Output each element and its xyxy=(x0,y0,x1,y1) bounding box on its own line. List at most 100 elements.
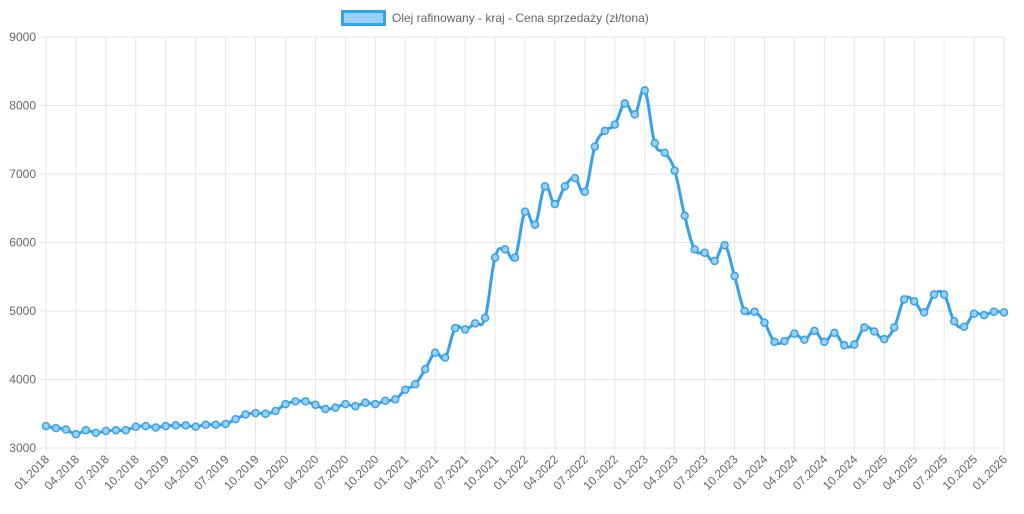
data-point[interactable] xyxy=(999,308,1009,317)
data-point[interactable] xyxy=(750,307,759,316)
data-point[interactable] xyxy=(410,380,420,389)
data-point[interactable] xyxy=(121,425,131,435)
data-point[interactable] xyxy=(660,148,669,158)
data-point[interactable] xyxy=(490,253,500,262)
data-point[interactable] xyxy=(161,421,170,431)
data-point[interactable] xyxy=(949,317,959,326)
data-point[interactable] xyxy=(151,423,161,432)
data-point[interactable] xyxy=(580,187,590,197)
data-point[interactable] xyxy=(191,422,200,432)
data-point[interactable] xyxy=(680,211,689,221)
data-point[interactable] xyxy=(480,313,490,323)
data-point[interactable] xyxy=(640,86,649,95)
data-point[interactable] xyxy=(899,295,909,304)
data-point[interactable] xyxy=(420,364,430,374)
data-point[interactable] xyxy=(131,422,141,432)
data-point[interactable] xyxy=(540,182,550,191)
data-point[interactable] xyxy=(381,396,390,405)
legend-swatch[interactable] xyxy=(341,10,386,26)
data-point[interactable] xyxy=(989,307,999,316)
data-point[interactable] xyxy=(331,403,340,412)
data-point[interactable] xyxy=(670,166,679,175)
data-point[interactable] xyxy=(211,420,220,429)
data-point[interactable] xyxy=(81,425,91,435)
data-point[interactable] xyxy=(181,421,190,430)
data-point[interactable] xyxy=(880,334,889,344)
data-point[interactable] xyxy=(51,423,61,433)
data-point[interactable] xyxy=(171,421,180,430)
data-point[interactable] xyxy=(251,408,260,418)
data-point[interactable] xyxy=(351,401,360,411)
legend-label[interactable]: Olej rafinowany - kraj - Cena sprzedaży … xyxy=(392,11,649,25)
data-point[interactable] xyxy=(889,323,899,332)
data-point[interactable] xyxy=(111,425,121,435)
data-point[interactable] xyxy=(500,245,510,254)
data-point[interactable] xyxy=(341,399,350,409)
data-point[interactable] xyxy=(101,426,111,436)
data-point[interactable] xyxy=(810,326,819,336)
data-point[interactable] xyxy=(840,341,849,350)
data-point[interactable] xyxy=(361,398,370,408)
data-point[interactable] xyxy=(959,322,969,331)
data-point[interactable] xyxy=(720,240,729,250)
data-point[interactable] xyxy=(690,245,699,254)
data-point[interactable] xyxy=(241,410,250,419)
data-point[interactable] xyxy=(830,328,839,338)
data-point[interactable] xyxy=(570,173,580,183)
data-point[interactable] xyxy=(919,308,929,317)
data-point[interactable] xyxy=(440,353,450,362)
data-point[interactable] xyxy=(510,253,520,262)
data-point[interactable] xyxy=(231,414,240,424)
data-point[interactable] xyxy=(620,99,630,108)
data-point[interactable] xyxy=(291,397,300,406)
data-point[interactable] xyxy=(311,400,320,410)
data-point[interactable] xyxy=(41,421,51,431)
data-point[interactable] xyxy=(780,336,789,346)
data-point[interactable] xyxy=(909,297,919,306)
data-point[interactable] xyxy=(91,428,101,438)
data-point[interactable] xyxy=(600,126,610,136)
data-point[interactable] xyxy=(870,327,879,336)
data-point[interactable] xyxy=(371,399,380,409)
data-point[interactable] xyxy=(141,421,151,431)
data-point[interactable] xyxy=(301,397,310,406)
data-point[interactable] xyxy=(979,310,989,320)
data-point[interactable] xyxy=(760,318,769,327)
data-point[interactable] xyxy=(610,120,620,129)
data-point[interactable] xyxy=(800,335,809,345)
data-point[interactable] xyxy=(939,290,949,299)
data-point[interactable] xyxy=(790,329,799,338)
data-point[interactable] xyxy=(650,138,659,148)
data-point[interactable] xyxy=(281,399,290,409)
data-point[interactable] xyxy=(969,309,979,318)
data-point[interactable] xyxy=(850,340,859,349)
data-point[interactable] xyxy=(450,323,460,333)
data-point[interactable] xyxy=(740,306,749,316)
data-point[interactable] xyxy=(770,337,779,347)
data-point[interactable] xyxy=(929,290,939,299)
data-point[interactable] xyxy=(590,142,600,151)
data-point[interactable] xyxy=(430,348,440,358)
data-point[interactable] xyxy=(860,323,869,332)
data-point[interactable] xyxy=(261,409,270,418)
data-point[interactable] xyxy=(391,395,400,404)
data-point[interactable] xyxy=(700,248,709,258)
data-point[interactable] xyxy=(61,425,71,434)
data-point[interactable] xyxy=(401,385,410,395)
legend[interactable]: Olej rafinowany - kraj - Cena sprzedaży … xyxy=(341,10,649,26)
data-point[interactable] xyxy=(71,430,81,439)
data-point[interactable] xyxy=(710,256,719,266)
data-point[interactable] xyxy=(321,404,330,414)
data-point[interactable] xyxy=(730,271,739,281)
data-point[interactable] xyxy=(530,220,540,229)
data-point[interactable] xyxy=(470,319,480,328)
data-point[interactable] xyxy=(221,419,230,429)
data-point[interactable] xyxy=(271,406,280,416)
data-point[interactable] xyxy=(560,182,570,191)
data-point[interactable] xyxy=(201,420,210,429)
data-point[interactable] xyxy=(550,199,560,209)
data-point[interactable] xyxy=(630,110,640,119)
data-point[interactable] xyxy=(820,337,829,347)
data-point[interactable] xyxy=(520,207,530,216)
data-point[interactable] xyxy=(460,325,470,334)
